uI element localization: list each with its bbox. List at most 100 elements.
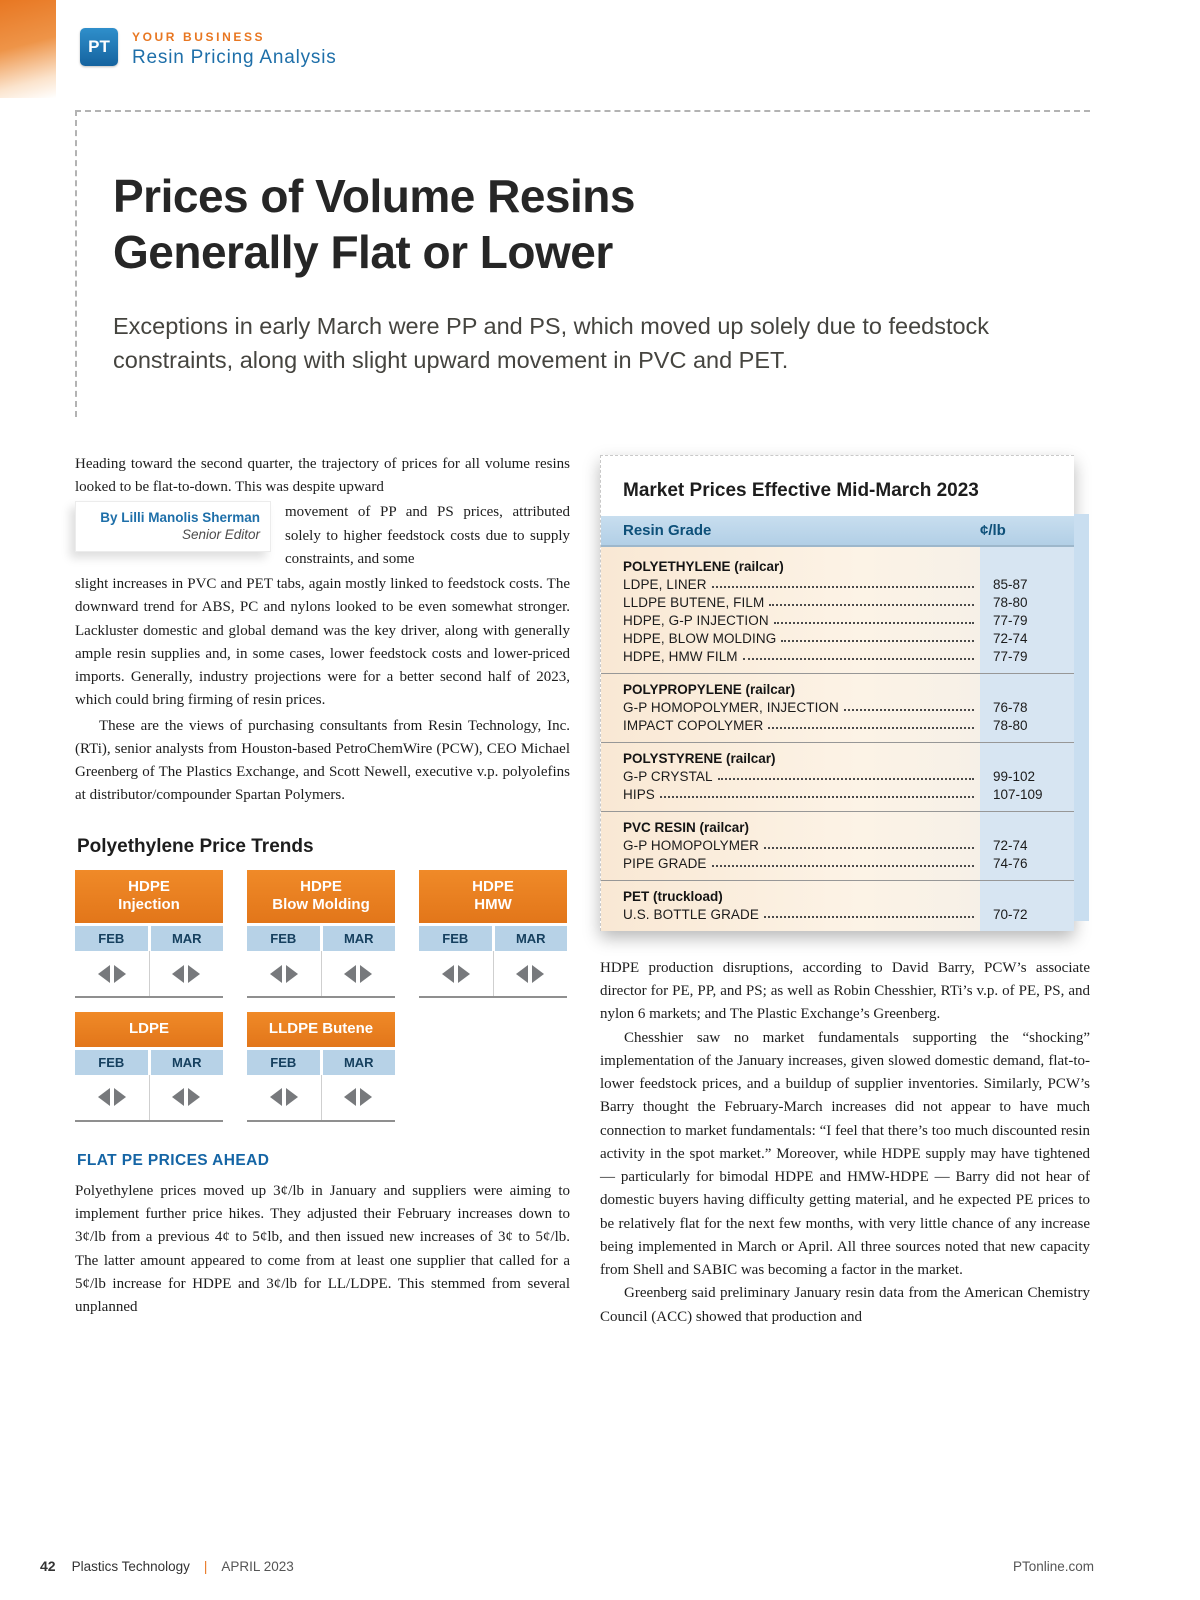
trend-card-hdpe-injection: HDPE Injection FEB MAR: [75, 869, 224, 999]
price-row: HDPE, HMW FILM 77-79: [601, 648, 1074, 666]
website-link[interactable]: PTonline.com: [1012, 1558, 1094, 1574]
price-label: G-P HOMOPOLYMER, INJECTION: [623, 700, 839, 716]
dotted-leader: [659, 796, 974, 799]
price-label: HDPE, BLOW MOLDING: [623, 631, 777, 647]
dotted-leader: [781, 640, 974, 643]
price-row: LLDPE BUTENE, FILM 78-80: [601, 594, 1074, 612]
card-title-line: HDPE: [472, 877, 514, 895]
card-title-line: LDPE: [128, 1020, 169, 1038]
price-label: IMPACT COPOLYMER: [623, 718, 764, 734]
byline-author: By Lilli Manolis Sherman: [100, 510, 260, 526]
price-row: PIPE GRADE 74-76: [601, 855, 1074, 873]
price-value: 77-79: [993, 649, 1028, 665]
trend-cells: [247, 951, 395, 999]
table-body: POLYETHYLENE (railcar) LDPE, LINER 85-87…: [601, 546, 1074, 931]
flat-trend-icon: [247, 951, 322, 997]
section-header: POLYSTYRENE (railcar): [623, 750, 776, 766]
body-paragraph: Chesshier saw no market fundamentals sup…: [600, 1029, 1090, 1279]
price-label: LDPE, LINER: [623, 577, 707, 593]
month-mar: MAR: [150, 1049, 223, 1075]
month-feb: FEB: [75, 926, 148, 952]
month-headers: FEB MAR: [419, 926, 567, 952]
flat-trend-icon: [150, 1075, 224, 1120]
price-row: G-P HOMOPOLYMER, INJECTION 76-78: [601, 699, 1074, 717]
price-row: HDPE, G-P INJECTION 77-79: [601, 612, 1074, 630]
price-value: 74-76: [993, 856, 1028, 872]
section-header: PET (truckload): [623, 888, 723, 904]
month-mar: MAR: [322, 926, 395, 952]
trend-cells: [75, 951, 224, 999]
table-section-polystyrene: POLYSTYRENE (railcar) G-P CRYSTAL 99-102…: [601, 741, 1074, 811]
price-label: G-P CRYSTAL: [623, 769, 713, 785]
flat-trend-icon: [247, 1074, 322, 1120]
trend-card-ldpe: LDPE FEB MAR: [75, 1012, 223, 1122]
price-label: U.S. BOTTLE GRADE: [623, 907, 759, 923]
right-column: Market Prices Effective Mid-March 2023 R…: [600, 453, 1090, 1329]
trend-card-hdpe-blow-molding: HDPE Blow Molding FEB MAR: [247, 869, 395, 999]
table-section-pet: PET (truckload) U.S. BOTTLE GRADE 70-72: [601, 879, 1074, 931]
price-row: HDPE, BLOW MOLDING 72-74: [601, 630, 1074, 648]
trend-card-title: HDPE Blow Molding: [247, 869, 395, 924]
dotted-leader: [763, 916, 974, 919]
column-header-resin-grade: Resin Grade: [623, 521, 712, 539]
body-paragraph: Greenberg said preliminary January resin…: [600, 1285, 1090, 1325]
byline-role: Senior Editor: [181, 527, 260, 543]
price-label: HIPS: [623, 787, 655, 803]
month-mar: MAR: [322, 1049, 395, 1075]
price-label: HDPE, HMW FILM: [623, 649, 738, 665]
issue-date: APRIL 2023: [221, 1558, 294, 1574]
card-title-line: HDPE: [300, 877, 342, 895]
price-row: HIPS 107-109: [601, 786, 1074, 804]
dotted-leader: [711, 865, 974, 868]
price-label: PIPE GRADE: [623, 856, 707, 872]
card-title-line: HMW: [474, 896, 512, 914]
body-paragraph: HDPE production disruptions, according t…: [600, 959, 1090, 1023]
title-block: Prices of Volume Resins Generally Flat o…: [75, 110, 1090, 417]
body-paragraph: slight increases in PVC and PET tabs, ag…: [75, 576, 570, 709]
left-column: Heading toward the second quarter, the t…: [75, 453, 570, 1329]
price-value: 77-79: [993, 613, 1028, 629]
dotted-leader: [768, 727, 974, 730]
card-title-line: Injection: [118, 896, 180, 914]
dotted-leader: [769, 604, 974, 607]
trend-card-title: LDPE: [75, 1012, 223, 1047]
headline-line-1: Prices of Volume Resins: [113, 170, 635, 222]
dotted-leader: [843, 709, 974, 712]
footer-left: 42 Plastics Technology | APRIL 2023: [40, 1558, 294, 1574]
table-section-polyethylene: POLYETHYLENE (railcar) LDPE, LINER 85-87…: [601, 551, 1074, 673]
card-title-line: HDPE: [128, 877, 170, 895]
price-row: U.S. BOTTLE GRADE 70-72: [601, 906, 1074, 924]
price-label: HDPE, G-P INJECTION: [623, 613, 769, 629]
dotted-leader: [742, 658, 974, 661]
table-title: Market Prices Effective Mid-March 2023: [623, 479, 979, 501]
flat-trend-icon: [419, 951, 494, 997]
trend-card-title: HDPE Injection: [75, 869, 223, 924]
masthead-text: YOUR BUSINESS Resin Pricing Analysis: [132, 28, 337, 69]
price-value: 78-80: [993, 718, 1028, 734]
month-feb: FEB: [247, 926, 320, 952]
corner-accent: [0, 0, 56, 98]
table-header-row: Resin Grade ¢/lb: [601, 515, 1074, 547]
flat-trend-icon: [150, 951, 224, 996]
headline-line-2: Generally Flat or Lower: [113, 226, 613, 279]
flat-trend-icon: [494, 951, 568, 996]
price-value: 72-74: [993, 838, 1028, 854]
month-feb: FEB: [75, 1049, 148, 1075]
month-headers: FEB MAR: [75, 926, 223, 952]
price-value: 107-109: [993, 787, 1043, 803]
body-paragraph: movement of PP and PS prices, attributed…: [285, 504, 570, 567]
article-headline: Prices of Volume Resins Generally Flat o…: [113, 168, 1090, 280]
month-mar: MAR: [494, 926, 567, 952]
month-headers: FEB MAR: [247, 1049, 395, 1075]
price-row: G-P HOMOPOLYMER 72-74: [601, 837, 1074, 855]
flat-trend-icon: [75, 951, 150, 997]
price-value: 99-102: [993, 769, 1036, 785]
kicker: YOUR BUSINESS: [132, 30, 266, 44]
article-body: Heading toward the second quarter, the t…: [75, 453, 1090, 1329]
article-deck: Exceptions in early March were PP and PS…: [113, 313, 990, 373]
trend-card-hdpe-hmw: HDPE HMW FEB MAR: [419, 869, 568, 999]
byline-box: By Lilli Manolis Sherman Senior Editor: [75, 501, 271, 553]
price-value: 78-80: [993, 595, 1028, 611]
month-mar: MAR: [150, 926, 223, 952]
